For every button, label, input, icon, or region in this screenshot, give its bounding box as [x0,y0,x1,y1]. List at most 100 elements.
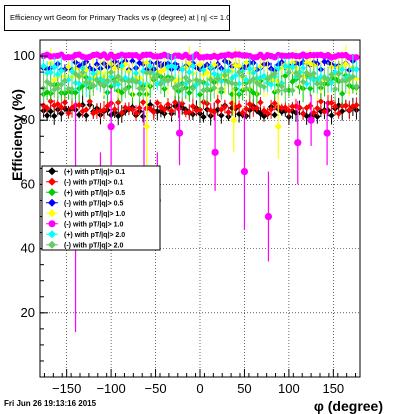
data-point [282,72,289,80]
data-point [235,110,243,118]
data-point [314,80,321,87]
data-point [218,106,225,113]
data-point [196,106,204,113]
data-point [328,99,335,107]
data-point [228,91,236,98]
data-point [72,89,79,96]
data-point [235,62,243,70]
legend-marker [48,167,56,176]
legend-marker [48,177,56,186]
data-point [132,70,140,77]
x-tick-label: 100 [278,381,300,396]
data-point [221,103,229,110]
data-point [157,68,165,75]
data-point [218,112,225,119]
data-point [186,108,193,116]
data-point [75,80,83,87]
data-point [186,77,193,85]
legend-marker [48,198,56,207]
outlier-point [240,167,249,176]
data-point [310,109,317,116]
data-point [196,91,204,98]
data-point [200,66,207,74]
data-point [307,85,314,92]
data-point [260,83,268,91]
data-point [203,85,211,93]
data-point [214,75,221,83]
data-point [257,99,264,106]
data-point [104,77,111,84]
data-point [253,79,261,86]
data-point [168,107,175,115]
data-point [115,112,122,120]
data-point [75,111,83,118]
y-tick-label: 80 [21,112,35,127]
y-tick-label: 40 [21,241,35,256]
data-point [86,98,93,105]
data-point [86,80,93,87]
data-point [207,76,214,83]
x-tick-label: −150 [52,381,81,396]
data-point [129,57,136,65]
data-point [125,78,133,85]
data-point [235,69,243,76]
data-point [189,85,197,92]
data-point [118,89,125,96]
data-point [43,78,51,86]
data-point [171,99,179,106]
data-point [246,100,253,108]
x-tick-label: −50 [145,381,167,396]
data-point [61,99,69,106]
x-axis-title: φ (degree) [314,398,383,414]
data-point [168,75,175,83]
data-point [58,81,65,88]
timestamp-footer: Fri Jun 26 19:13:16 2015 [4,399,97,408]
data-point [271,70,278,77]
data-point [299,110,307,118]
data-point [139,67,147,75]
data-point [317,98,325,105]
data-point [129,106,136,113]
data-point [285,86,293,94]
data-point [250,104,257,112]
data-point [278,65,285,72]
data-point [214,98,221,105]
data-point [203,69,211,77]
data-point [324,99,332,107]
data-point [285,107,293,114]
data-point [317,108,325,115]
data-point [186,68,193,76]
legend-label: (-) with pT/|q|> 2.0 [64,242,123,249]
data-point [331,85,339,93]
data-point [83,112,90,119]
data-point [228,80,236,87]
data-point [317,73,325,81]
outlier-point [294,139,302,147]
data-point [186,60,193,67]
data-point [171,77,179,85]
data-point [157,103,165,111]
data-point [171,64,179,71]
data-point [75,73,83,80]
data-point [97,80,104,88]
data-point [278,83,285,90]
data-point [186,89,193,96]
data-point [328,112,335,119]
data-point [271,100,278,107]
data-point [154,99,161,107]
data-point [136,104,143,112]
data-point [285,69,293,76]
data-point [122,85,129,93]
data-point [278,104,285,112]
data-point [125,105,133,112]
data-point [43,89,51,96]
data-point [54,71,61,78]
data-points [40,45,360,333]
data-point [58,67,65,74]
data-point [189,63,197,70]
data-point [118,62,125,70]
data-point [175,105,182,113]
outlier-point [143,123,151,131]
data-point [353,101,360,109]
data-point [150,74,157,82]
